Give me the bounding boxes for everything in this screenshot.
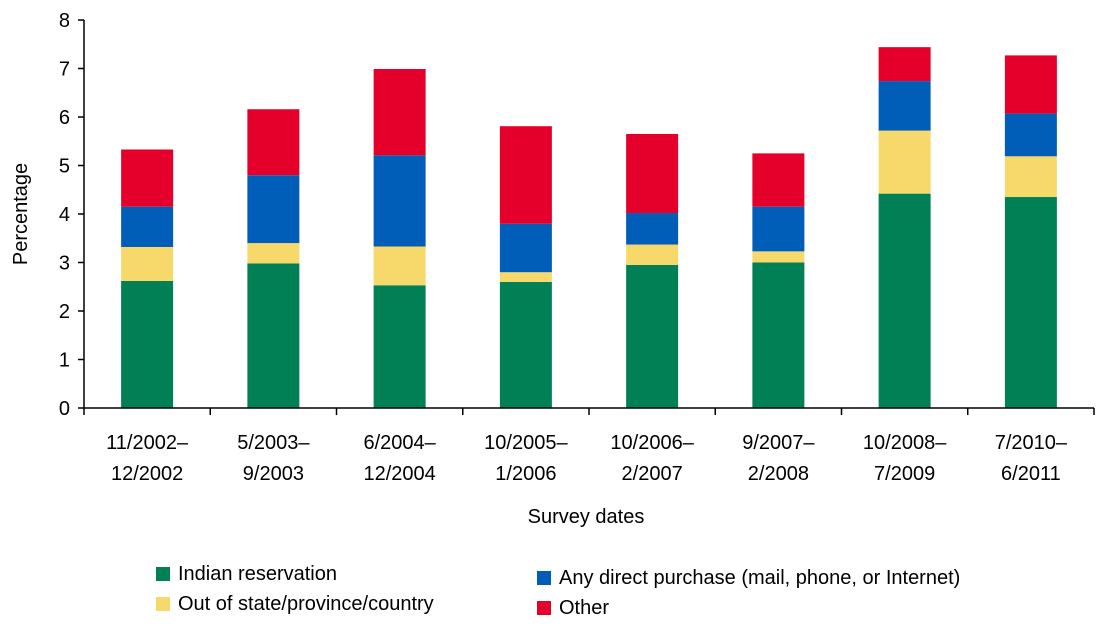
x-tick-label-5: 10/2006– 2/2007 <box>610 432 694 485</box>
bar-segment-6-series-4 <box>752 153 805 207</box>
bar-segment-7-series-1 <box>878 193 931 408</box>
legend-label-out-of-state: Out of state/province/country <box>178 593 434 615</box>
bar-segment-1-series-1 <box>121 280 174 408</box>
bar-segment-1-series-3 <box>121 206 174 247</box>
bar-segment-2-series-1 <box>247 263 300 408</box>
legend-label-other: Other <box>559 597 610 619</box>
bar-segment-2-series-3 <box>247 175 300 244</box>
legend-swatch-indian-reservation <box>156 567 170 581</box>
bar-segment-5-series-1 <box>626 264 679 408</box>
y-tick-label-2: 2 <box>59 301 70 323</box>
bar-segment-1-series-2 <box>121 246 174 281</box>
y-tick-label-5: 5 <box>59 156 70 178</box>
bar-segment-6-series-2 <box>752 251 805 263</box>
bar-segment-4-series-2 <box>499 272 552 282</box>
bar-segment-7-series-2 <box>878 130 931 194</box>
bar-segment-3-series-3 <box>373 155 426 247</box>
x-axis-label: Survey dates <box>528 506 645 528</box>
legend-label-indian-reservation: Indian reservation <box>178 563 337 585</box>
bar-segment-8-series-1 <box>1004 197 1057 408</box>
axes-layer: 0 1 2 3 4 5 6 7 8 11/2002– 12/2002 5/2003– 9/2003 6/2… <box>59 10 1095 485</box>
x-tick-label-1: 11/2002– 12/2002 <box>106 432 189 485</box>
x-tick-label-3: 6/2004– 12/2004 <box>363 432 436 485</box>
legend-right: Any direct purchase (mail, phone, or Int… <box>537 566 960 626</box>
bar-segment-8-series-2 <box>1004 156 1057 198</box>
bar-segment-6-series-3 <box>752 206 805 252</box>
bar-segment-2-series-2 <box>247 243 300 264</box>
legend-item-out-of-state: Out of state/province/country <box>156 592 434 616</box>
bar-segment-7-series-3 <box>878 81 931 131</box>
y-tick-label-3: 3 <box>59 253 70 275</box>
legend-item-other: Other <box>537 596 960 620</box>
y-tick-label-6: 6 <box>59 107 70 129</box>
bar-segment-1-series-4 <box>121 149 174 207</box>
bar-segment-5-series-4 <box>626 133 679 214</box>
bar-segment-6-series-1 <box>752 262 805 408</box>
bars-layer <box>121 47 1057 408</box>
bar-segment-4-series-3 <box>499 223 552 273</box>
legend-swatch-other <box>537 601 551 615</box>
bar-segment-5-series-2 <box>626 244 679 265</box>
legend-item-direct-purchase: Any direct purchase (mail, phone, or Int… <box>537 566 960 590</box>
legend-swatch-direct-purchase <box>537 571 551 585</box>
bar-segment-3-series-1 <box>373 285 426 408</box>
legend-label-direct-purchase: Any direct purchase (mail, phone, or Int… <box>559 567 961 589</box>
bar-segment-8-series-4 <box>1004 55 1057 114</box>
x-tick-label-4: 10/2005– 1/2006 <box>484 432 568 485</box>
y-tick-label-4: 4 <box>59 204 70 226</box>
y-tick-label-1: 1 <box>59 350 70 372</box>
bar-segment-7-series-4 <box>878 47 931 82</box>
x-tick-label-6: 9/2007– 2/2008 <box>742 432 815 485</box>
legend-left: Indian reservation Out of state/province… <box>156 562 434 622</box>
bar-segment-5-series-3 <box>626 213 679 245</box>
bar-segment-3-series-4 <box>373 68 426 156</box>
x-tick-label-8: 7/2010– 6/2011 <box>995 432 1068 485</box>
y-tick-label-0: 0 <box>59 398 70 420</box>
y-axis-label: Percentage <box>10 163 32 265</box>
y-tick-label-8: 8 <box>59 10 70 32</box>
legend-item-indian-reservation: Indian reservation <box>156 562 434 586</box>
bar-segment-3-series-2 <box>373 246 426 286</box>
y-tick-label-7: 7 <box>59 59 70 81</box>
legend-swatch-out-of-state <box>156 597 170 611</box>
bar-segment-2-series-4 <box>247 109 300 176</box>
bar-segment-8-series-3 <box>1004 113 1057 157</box>
bar-segment-4-series-4 <box>499 126 552 224</box>
x-tick-label-2: 5/2003– 9/2003 <box>237 432 310 485</box>
bar-segment-4-series-1 <box>499 281 552 408</box>
x-tick-label-7: 10/2008– 7/2009 <box>863 432 947 485</box>
